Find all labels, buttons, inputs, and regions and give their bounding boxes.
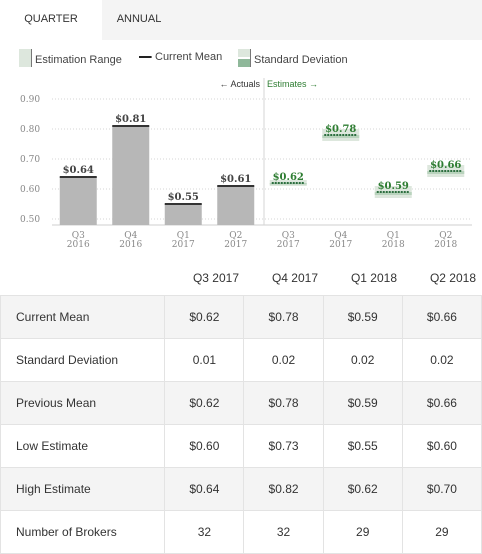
estimate-value-label: $0.59	[378, 181, 409, 192]
x-tick-label: Q1	[387, 231, 400, 241]
table-row: Current Mean $0.62 $0.78 $0.59 $0.66	[0, 295, 482, 339]
table-cell: 0.02	[243, 338, 324, 382]
actual-value-label: $0.81	[115, 114, 146, 125]
table-cell: $0.73	[243, 424, 324, 468]
x-tick-label: 2017	[172, 240, 195, 250]
actual-value-label: $0.61	[220, 174, 251, 185]
column-header: Q1 2018	[350, 271, 398, 285]
estimate-value-label: $0.62	[273, 172, 304, 183]
x-tick-label: Q3	[72, 231, 85, 241]
actual-bar	[112, 126, 150, 225]
table-cell: $0.66	[401, 381, 482, 425]
table-cell: 0.01	[164, 338, 245, 382]
period-tabs: QUARTER ANNUAL	[0, 0, 482, 40]
row-label: High Estimate	[0, 467, 166, 511]
row-label: Previous Mean	[0, 381, 166, 425]
y-tick-label: 0.70	[20, 155, 40, 165]
row-label: Current Mean	[0, 295, 166, 339]
x-tick-label: Q1	[177, 231, 190, 241]
table-cell: $0.78	[243, 381, 324, 425]
tab-quarter[interactable]: QUARTER	[0, 0, 102, 40]
x-tick-label: 2017	[224, 240, 247, 250]
y-tick-label: 0.60	[20, 185, 40, 195]
estimates-table: Current Mean $0.62 $0.78 $0.59 $0.66 Sta…	[0, 295, 482, 554]
x-tick-label: Q3	[282, 231, 295, 241]
table-cell: $0.60	[401, 424, 482, 468]
table-row: Standard Deviation 0.01 0.02 0.02 0.02	[0, 338, 482, 382]
chart-legend: Estimation Range Current Mean Standard D…	[0, 44, 482, 74]
table-cell: $0.66	[401, 295, 482, 339]
y-tick-label: 0.80	[20, 125, 40, 135]
table-cell: $0.82	[243, 467, 324, 511]
legend-label: Estimation Range	[35, 54, 122, 66]
estimate-value-label: $0.78	[325, 124, 356, 135]
column-header: Q4 2017	[271, 271, 319, 285]
row-label: Low Estimate	[0, 424, 166, 468]
table-row: High Estimate $0.64 $0.82 $0.62 $0.70	[0, 467, 482, 511]
table-cell: $0.62	[164, 381, 245, 425]
estimates-chart: 0.50 0.60 0.70 0.80 0.90 ← Actuals Estimates →…	[20, 78, 472, 250]
table-cell: 29	[401, 510, 482, 554]
table-cell: $0.78	[243, 295, 324, 339]
x-tick-label: 2016	[67, 240, 90, 250]
table-row: Previous Mean $0.62 $0.78 $0.59 $0.66	[0, 381, 482, 425]
column-header: Q2 2018	[429, 271, 477, 285]
legend-label: Standard Deviation	[254, 54, 348, 66]
standard-deviation-band	[427, 171, 465, 174]
table-cell: 0.02	[401, 338, 482, 382]
actual-value-label: $0.64	[63, 165, 94, 176]
table-cell: 32	[243, 510, 324, 554]
table-cell: $0.70	[401, 467, 482, 511]
table-row: Low Estimate $0.60 $0.73 $0.55 $0.60	[0, 424, 482, 468]
table-cell: 29	[322, 510, 403, 554]
y-tick-label: 0.90	[20, 95, 40, 105]
estimate-value-label: $0.66	[430, 160, 461, 171]
table-cell: $0.62	[322, 467, 403, 511]
x-tick-label: Q4	[124, 231, 137, 241]
x-tick-label: 2018	[434, 240, 457, 250]
legend-label: Current Mean	[155, 51, 223, 64]
row-label: Number of Brokers	[0, 510, 166, 554]
actuals-label: ← Actuals	[219, 79, 260, 89]
table-cell: $0.59	[322, 381, 403, 425]
row-label: Standard Deviation	[0, 338, 166, 382]
current-mean-swatch-icon	[139, 56, 152, 59]
standard-deviation-band	[374, 192, 412, 195]
tab-annual[interactable]: ANNUAL	[116, 13, 162, 25]
table-row: Number of Brokers 32 32 29 29	[0, 510, 482, 554]
table-cell: $0.62	[164, 295, 245, 339]
x-tick-label: Q2	[439, 231, 452, 241]
table-cell: $0.64	[164, 467, 245, 511]
table-cell: 0.02	[322, 338, 403, 382]
actual-bar	[164, 204, 202, 225]
x-tick-label: 2017	[277, 240, 300, 250]
y-tick-label: 0.50	[20, 215, 40, 225]
actual-bar	[59, 177, 97, 225]
standard-deviation-swatch-icon	[238, 49, 251, 67]
legend-estimation-range: Estimation Range	[19, 49, 122, 67]
x-tick-label: 2017	[329, 240, 352, 250]
actual-bar	[217, 186, 255, 225]
table-cell: 32	[164, 510, 245, 554]
table-cell: $0.60	[164, 424, 245, 468]
estimates-label: Estimates →	[267, 79, 318, 89]
legend-standard-deviation: Standard Deviation	[238, 49, 348, 67]
table-cell: $0.59	[322, 295, 403, 339]
estimation-range-swatch-icon	[19, 49, 32, 67]
legend-current-mean: Current Mean	[139, 51, 222, 67]
table-cell: $0.55	[322, 424, 403, 468]
x-tick-label: 2016	[119, 240, 142, 250]
actual-value-label: $0.55	[168, 192, 199, 203]
standard-deviation-band	[322, 135, 360, 138]
x-tick-label: Q4	[334, 231, 347, 241]
column-header: Q3 2017	[192, 271, 240, 285]
x-tick-label: 2018	[382, 240, 405, 250]
x-tick-label: Q2	[229, 231, 242, 241]
